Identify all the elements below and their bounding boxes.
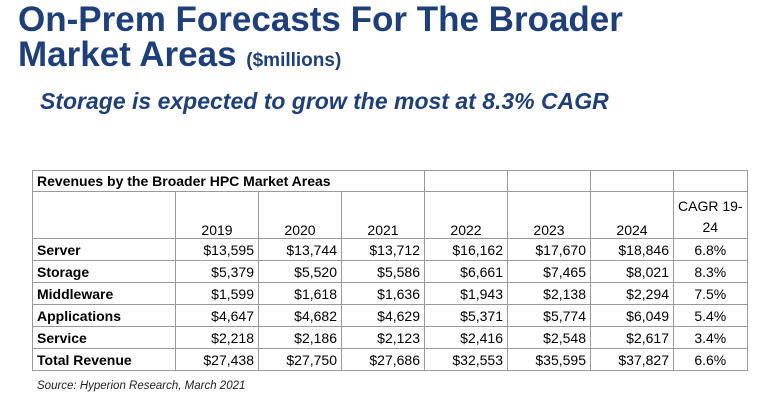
source-note: Source: Hyperion Research, March 2021 — [37, 380, 246, 392]
cell-value: $2,218 — [175, 326, 259, 349]
cell-value: $17,670 — [507, 238, 591, 261]
cell-value: $6,049 — [590, 304, 674, 327]
cell-cagr: 7.5% — [673, 282, 748, 305]
cell-cagr: 3.4% — [673, 326, 748, 349]
caption-cell-empty — [673, 170, 748, 192]
caption-cell-empty — [507, 170, 591, 192]
cell-value: $2,548 — [507, 326, 591, 349]
slide-title: On-Prem Forecasts For The Broader Market… — [18, 2, 623, 78]
cell-value: $16,162 — [424, 238, 508, 261]
cell-value: $4,647 — [175, 304, 259, 327]
cell-value: $7,465 — [507, 260, 591, 283]
cell-value: $2,294 — [590, 282, 674, 305]
cell-cagr: 5.4% — [673, 304, 748, 327]
header-label-cell — [32, 191, 176, 239]
cell-value: $5,520 — [258, 260, 342, 283]
row-label: Middleware — [32, 282, 176, 305]
table-row: Middleware $1,599 $1,618 $1,636 $1,943 $… — [32, 282, 748, 305]
cell-value: $4,629 — [341, 304, 425, 327]
table-caption: Revenues by the Broader HPC Market Areas — [32, 170, 342, 192]
header-year: 2023 — [507, 191, 591, 239]
caption-cell-empty — [590, 170, 674, 192]
header-year: 2024 — [590, 191, 674, 239]
cell-value: $1,618 — [258, 282, 342, 305]
slide-subtitle: Storage is expected to grow the most at … — [40, 88, 609, 114]
title-line-2: Market Areas — [18, 35, 237, 74]
cell-value: $35,595 — [507, 348, 591, 371]
header-year: 2022 — [424, 191, 508, 239]
revenue-table: Revenues by the Broader HPC Market Areas… — [32, 170, 748, 371]
row-label: Service — [32, 326, 176, 349]
table-row: Applications $4,647 $4,682 $4,629 $5,371… — [32, 304, 748, 327]
cell-value: $13,712 — [341, 238, 425, 261]
cell-value: $1,599 — [175, 282, 259, 305]
row-label: Applications — [32, 304, 176, 327]
table-header-row: 2019 2020 2021 2022 2023 2024 CAGR 19- 2… — [32, 191, 748, 239]
cell-value: $32,553 — [424, 348, 508, 371]
title-line-1: On-Prem Forecasts For The Broader — [18, 0, 623, 39]
cell-value: $8,021 — [590, 260, 674, 283]
title-units: ($millions) — [246, 50, 342, 71]
cell-cagr: 6.8% — [673, 238, 748, 261]
table-row-total: Total Revenue $27,438 $27,750 $27,686 $3… — [32, 348, 748, 371]
cell-value: $4,682 — [258, 304, 342, 327]
row-label: Total Revenue — [32, 348, 176, 371]
cell-value: $1,943 — [424, 282, 508, 305]
caption-cell-empty — [341, 170, 425, 192]
cell-value: $2,123 — [341, 326, 425, 349]
cell-value: $2,617 — [590, 326, 674, 349]
cell-value: $5,774 — [507, 304, 591, 327]
header-year: 2021 — [341, 191, 425, 239]
table-row: Server $13,595 $13,744 $13,712 $16,162 $… — [32, 238, 748, 261]
header-cagr-line-1: CAGR 19- — [678, 198, 743, 214]
row-label: Storage — [32, 260, 176, 283]
cell-value: $5,379 — [175, 260, 259, 283]
cell-value: $27,750 — [258, 348, 342, 371]
cell-cagr: 6.6% — [673, 348, 748, 371]
cell-value: $18,846 — [590, 238, 674, 261]
header-cagr: CAGR 19- 24 — [673, 191, 748, 239]
cell-value: $5,371 — [424, 304, 508, 327]
cell-value: $13,744 — [258, 238, 342, 261]
table-row: Storage $5,379 $5,520 $5,586 $6,661 $7,4… — [32, 260, 748, 283]
header-year: 2019 — [175, 191, 259, 239]
caption-cell-empty — [424, 170, 508, 192]
cell-value: $1,636 — [341, 282, 425, 305]
header-cagr-line-2: 24 — [702, 219, 719, 235]
header-year: 2020 — [258, 191, 342, 239]
cell-value: $27,438 — [175, 348, 259, 371]
cell-value: $2,416 — [424, 326, 508, 349]
cell-cagr: 8.3% — [673, 260, 748, 283]
cell-value: $2,138 — [507, 282, 591, 305]
cell-value: $2,186 — [258, 326, 342, 349]
cell-value: $6,661 — [424, 260, 508, 283]
cell-value: $27,686 — [341, 348, 425, 371]
row-label: Server — [32, 238, 176, 261]
cell-value: $37,827 — [590, 348, 674, 371]
table-caption-row: Revenues by the Broader HPC Market Areas — [32, 170, 748, 192]
cell-value: $5,586 — [341, 260, 425, 283]
cell-value: $13,595 — [175, 238, 259, 261]
table-row: Service $2,218 $2,186 $2,123 $2,416 $2,5… — [32, 326, 748, 349]
